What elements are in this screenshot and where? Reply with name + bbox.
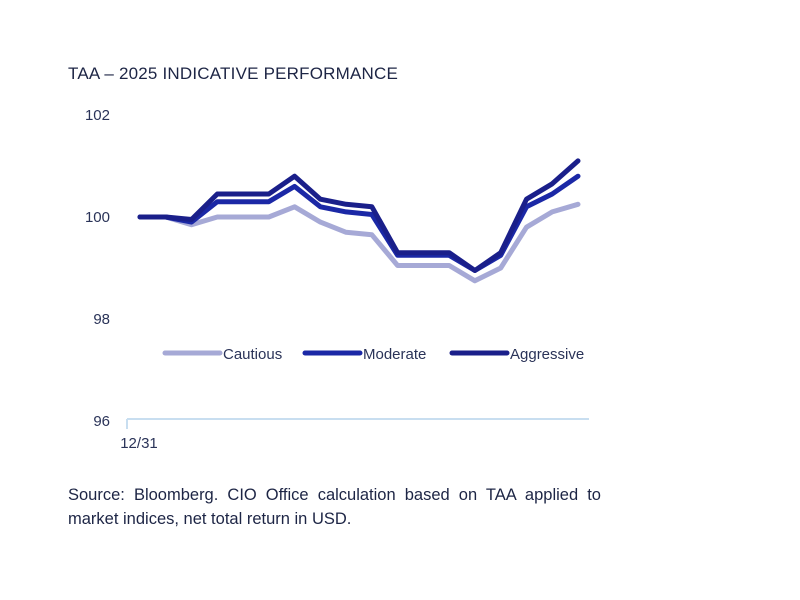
legend-label-cautious: Cautious: [223, 346, 282, 363]
series-lines: [137, 158, 581, 284]
chart-title: TAA – 2025 INDICATIVE PERFORMANCE: [68, 64, 398, 83]
y-tick-label: 96: [93, 413, 110, 430]
source-note: Source: Bloomberg. CIO Office calculatio…: [68, 486, 601, 528]
x-axis-ticks: 12/31: [120, 419, 158, 452]
series-line-cautious: [137, 201, 581, 284]
y-tick-label: 100: [85, 209, 110, 226]
series-line-aggressive: [137, 158, 581, 273]
legend-label-moderate: Moderate: [363, 346, 426, 363]
y-tick-label: 102: [85, 107, 110, 124]
y-tick-label: 98: [93, 311, 110, 328]
legend: Cautious Moderate Aggressive: [162, 346, 584, 363]
legend-label-aggressive: Aggressive: [510, 346, 584, 363]
y-axis-ticks: 102 100 98 96: [85, 107, 110, 430]
x-tick-label: 12/31: [120, 435, 158, 452]
